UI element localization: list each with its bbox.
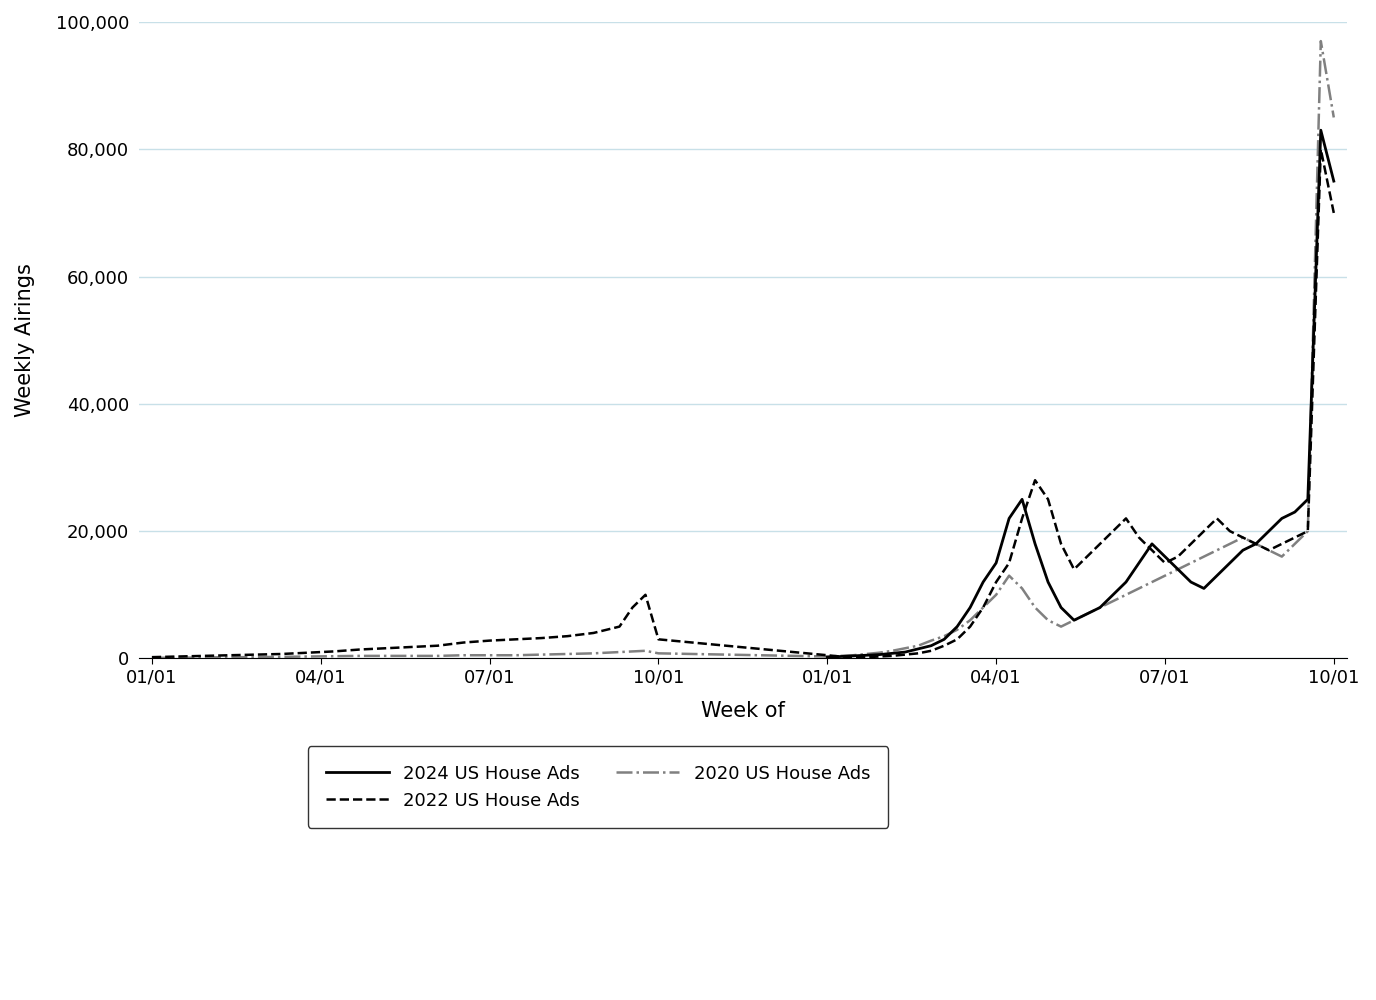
2024 US House Ads bbox=[1287, 506, 1303, 518]
Text: WESLEYAN: WESLEYAN bbox=[1150, 930, 1244, 946]
2022 US House Ads bbox=[455, 637, 472, 649]
2024 US House Ads bbox=[1014, 493, 1031, 505]
2022 US House Ads bbox=[1014, 512, 1031, 524]
2020 US House Ads bbox=[819, 651, 835, 663]
2024 US House Ads bbox=[974, 576, 991, 588]
2020 US House Ads bbox=[962, 614, 978, 626]
2020 US House Ads bbox=[1313, 35, 1329, 47]
2024 US House Ads bbox=[1299, 493, 1315, 505]
2020 US House Ads bbox=[455, 649, 472, 661]
2024 US House Ads bbox=[897, 646, 914, 658]
2024 US House Ads bbox=[1222, 557, 1238, 569]
Y-axis label: Weekly Airings: Weekly Airings bbox=[15, 263, 34, 417]
2024 US House Ads bbox=[1091, 602, 1108, 614]
2022 US House Ads bbox=[1325, 207, 1342, 219]
2024 US House Ads bbox=[1208, 570, 1225, 582]
2024 US House Ads bbox=[1157, 551, 1174, 563]
2024 US House Ads bbox=[949, 621, 966, 633]
2024 US House Ads bbox=[1170, 563, 1186, 575]
2022 US House Ads bbox=[923, 645, 940, 657]
2024 US House Ads bbox=[859, 649, 875, 661]
2022 US House Ads bbox=[1222, 525, 1238, 537]
2024 US House Ads bbox=[910, 643, 926, 655]
2024 US House Ads bbox=[1234, 544, 1251, 556]
2024 US House Ads bbox=[1182, 576, 1198, 588]
2024 US House Ads bbox=[1131, 557, 1148, 569]
2024 US House Ads bbox=[871, 649, 888, 661]
Line: 2024 US House Ads: 2024 US House Ads bbox=[827, 130, 1333, 657]
2024 US House Ads bbox=[1313, 124, 1329, 136]
2024 US House Ads bbox=[988, 557, 1004, 569]
2024 US House Ads bbox=[1325, 175, 1342, 187]
2024 US House Ads bbox=[883, 647, 900, 659]
2024 US House Ads bbox=[936, 633, 952, 645]
2020 US House Ads bbox=[1014, 582, 1031, 594]
2024 US House Ads bbox=[1079, 608, 1095, 620]
2020 US House Ads bbox=[143, 652, 160, 664]
2022 US House Ads bbox=[559, 630, 575, 642]
2024 US House Ads bbox=[1000, 512, 1017, 524]
2024 US House Ads bbox=[1105, 589, 1121, 601]
2024 US House Ads bbox=[1196, 582, 1212, 594]
2020 US House Ads bbox=[1222, 538, 1238, 550]
2024 US House Ads bbox=[1053, 602, 1069, 614]
2024 US House Ads bbox=[1040, 576, 1057, 588]
Legend: 2024 US House Ads, 2022 US House Ads, 2020 US House Ads: 2024 US House Ads, 2022 US House Ads, 20… bbox=[308, 746, 889, 828]
2024 US House Ads bbox=[1248, 538, 1265, 550]
2022 US House Ads bbox=[274, 648, 290, 660]
2024 US House Ads bbox=[832, 651, 849, 663]
2024 US House Ads bbox=[845, 650, 861, 662]
2024 US House Ads bbox=[1026, 538, 1043, 550]
2024 US House Ads bbox=[1274, 512, 1291, 524]
X-axis label: Week of: Week of bbox=[700, 701, 784, 721]
2020 US House Ads bbox=[1325, 111, 1342, 123]
2024 US House Ads bbox=[819, 651, 835, 663]
2024 US House Ads bbox=[1066, 614, 1083, 626]
2022 US House Ads bbox=[143, 651, 160, 663]
2024 US House Ads bbox=[1117, 576, 1134, 588]
Line: 2022 US House Ads: 2022 US House Ads bbox=[151, 149, 1333, 657]
2024 US House Ads bbox=[1143, 538, 1160, 550]
2020 US House Ads bbox=[508, 649, 524, 661]
2024 US House Ads bbox=[923, 640, 940, 652]
2022 US House Ads bbox=[1313, 143, 1329, 155]
Line: 2020 US House Ads: 2020 US House Ads bbox=[151, 41, 1333, 658]
2024 US House Ads bbox=[962, 602, 978, 614]
Text: MEDIA PROJECT: MEDIA PROJECT bbox=[1148, 964, 1247, 976]
2024 US House Ads bbox=[1260, 525, 1277, 537]
